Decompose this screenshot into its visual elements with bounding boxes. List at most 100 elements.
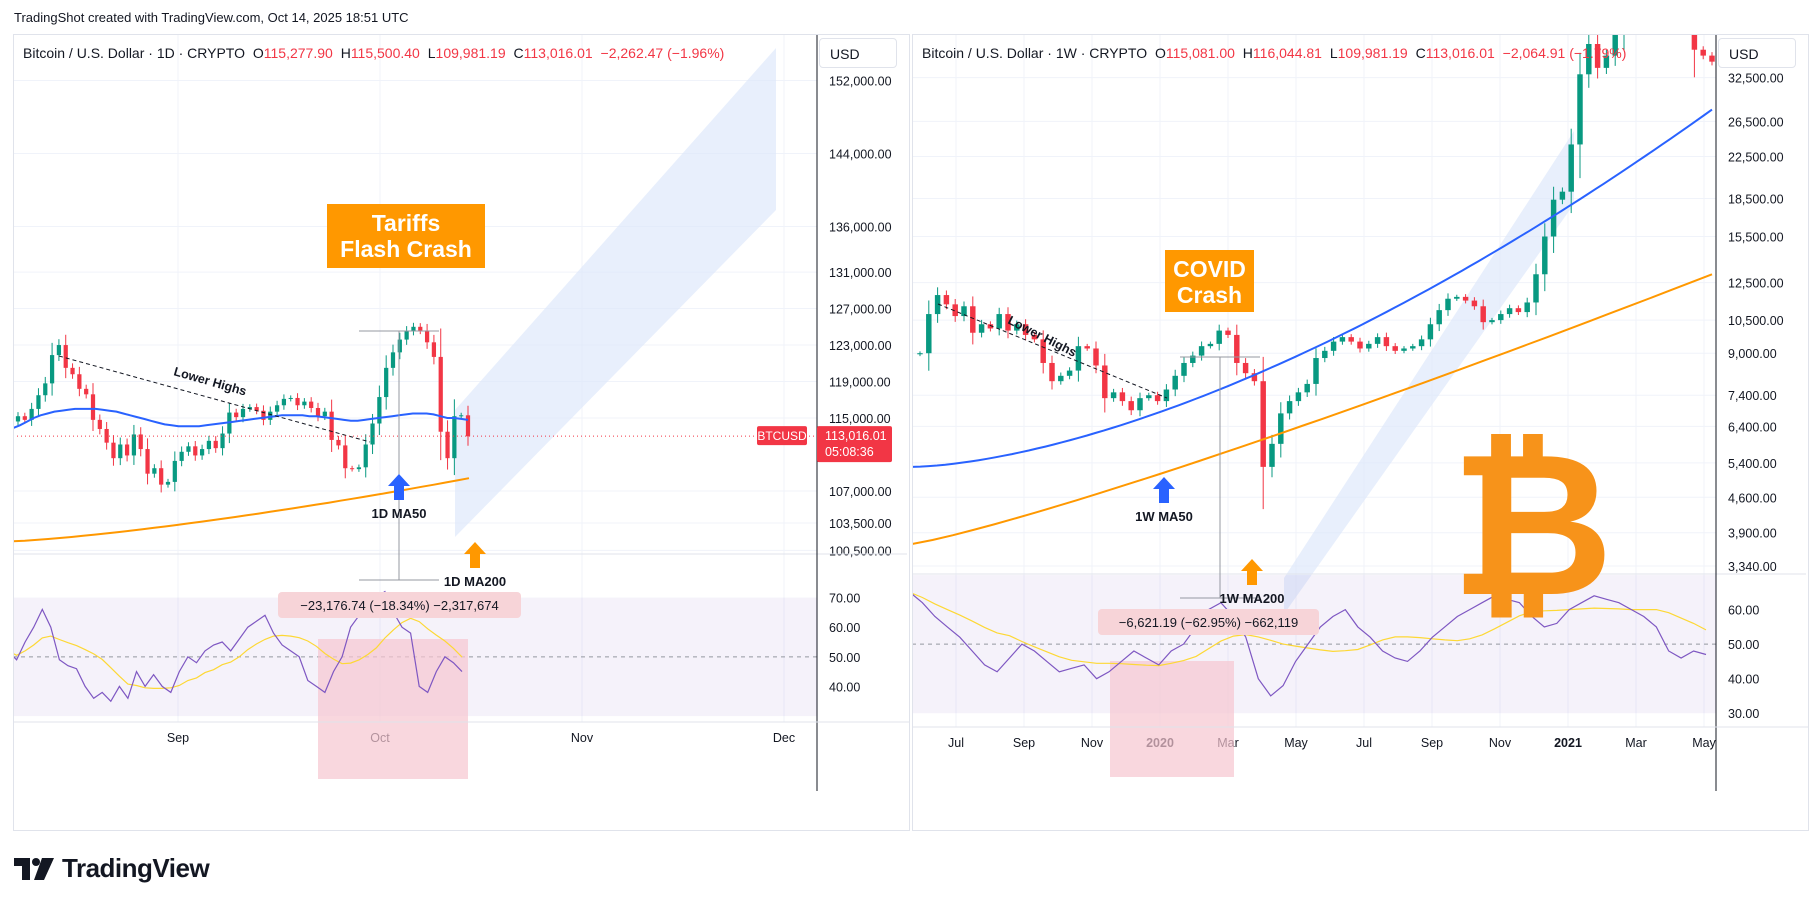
measure-label-box	[278, 592, 521, 618]
candle-body	[97, 419, 102, 429]
candle-body	[1278, 413, 1284, 444]
candle-body	[302, 401, 307, 406]
ma50-line	[12, 407, 469, 430]
candle-body	[438, 356, 443, 432]
measure-label: −6,621.19 (−62.95%) −662,119	[1119, 615, 1298, 630]
candle-body	[56, 345, 62, 356]
ma200-line	[911, 273, 1713, 545]
time-tick-label: 2021	[1554, 736, 1582, 750]
rsi-tick-label: 50.00	[829, 651, 860, 665]
candle-body	[1005, 314, 1011, 331]
rsi-highlight-box	[318, 639, 468, 779]
legend-low: 109,981.19	[435, 45, 506, 61]
candle-body	[1198, 346, 1205, 356]
price-tick-label: 3,900.00	[1728, 527, 1777, 541]
chart-panel-left[interactable]: 152,000.00 144,000.00 136,000.00 131,000.00…	[7, 34, 910, 831]
candle-body	[1418, 339, 1425, 347]
candle-body	[1374, 337, 1381, 344]
candle-body	[295, 397, 300, 406]
chart-svg-left[interactable]: 152,000.00 144,000.00 136,000.00 131,000.00…	[7, 34, 910, 831]
candle-body	[36, 395, 41, 409]
candle-body	[1093, 348, 1099, 366]
candle-body	[970, 306, 976, 333]
time-tick-label: Jul	[948, 736, 964, 750]
time-tick-label: Nov	[1081, 736, 1104, 750]
candle-body	[1022, 324, 1029, 335]
candle-body	[943, 295, 950, 305]
candle-body	[424, 330, 430, 343]
candle-body	[431, 342, 437, 357]
measure-label: −23,176.74 (−18.34%) −2,317,674	[300, 598, 498, 613]
measure-label-box	[1098, 609, 1319, 635]
candle-body	[1410, 346, 1416, 349]
candle-body	[336, 439, 341, 446]
currency-button-right[interactable]: USD	[1718, 38, 1796, 68]
candle-body	[1348, 337, 1354, 342]
last-price-badge	[817, 426, 892, 463]
legend-symbol: Bitcoin / U.S. Dollar · 1D · CRYPTO	[23, 45, 245, 61]
price-tick-label: 32,500.00	[1728, 72, 1784, 86]
candle-body	[1031, 334, 1038, 340]
chart-panel-right[interactable]: 32,500.00 26,500.00 22,500.00 18,500.00 15,5…	[909, 0, 1809, 831]
time-tick-label: Mar	[1625, 736, 1647, 750]
price-tick-label: 4,600.00	[1728, 491, 1777, 505]
legend-open: 115,081.00	[1165, 45, 1235, 61]
legend-high: 116,044.81	[1252, 45, 1322, 61]
candle-body	[63, 345, 68, 368]
candle-body	[1577, 74, 1583, 145]
ma200-label: 1D MA200	[444, 574, 506, 589]
price-tick-label: 152,000.00	[829, 74, 892, 88]
callout-line: Flash Crash	[340, 236, 472, 262]
candle-body	[384, 367, 389, 398]
candle-body	[1137, 398, 1143, 411]
candle-body	[1603, 55, 1610, 68]
candle-body	[43, 383, 48, 396]
rsi-tick-label: 60.00	[829, 621, 860, 635]
price-tick-label: 9,000.00	[1728, 347, 1777, 361]
candle-body	[978, 324, 985, 333]
candle-body	[397, 339, 402, 353]
price-tick-label: 103,500.00	[829, 517, 892, 531]
legend-close-label: C	[1415, 45, 1426, 61]
rsi-line	[909, 591, 1707, 697]
price-tick-label: 7,400.00	[1728, 389, 1777, 403]
legend-open-label: O	[252, 45, 264, 61]
candle-body	[179, 451, 184, 461]
candle-body	[1533, 274, 1539, 303]
candle-body	[1058, 375, 1064, 382]
candle-body	[1515, 308, 1522, 313]
candle-body	[240, 408, 246, 418]
legend-change: −2,064.91 (−1.79%)	[1502, 45, 1627, 61]
lower-highs-trendline	[937, 303, 1168, 399]
candle-body	[356, 467, 362, 470]
tradingview-brand: TradingView	[62, 853, 210, 883]
candle-body	[1234, 334, 1240, 363]
candle-body	[1445, 298, 1451, 311]
callout-box	[1165, 250, 1254, 312]
candle-body	[1295, 392, 1302, 402]
candle-body	[370, 423, 375, 445]
candle-body	[1700, 49, 1706, 56]
callout-box	[327, 204, 485, 268]
candle-body	[1709, 55, 1715, 62]
candle-body	[138, 434, 143, 450]
price-tick-label: 15,500.00	[1728, 231, 1784, 245]
price-tick-label: 5,400.00	[1728, 457, 1777, 471]
rsi-tick-label: 40.00	[829, 680, 860, 694]
price-tick-label: 131,000.00	[829, 266, 892, 280]
legend-high: 115,500.40	[350, 45, 420, 61]
candle-body	[1040, 339, 1046, 363]
candle-body	[1014, 324, 1020, 331]
candle-body	[1207, 343, 1214, 347]
candle-body	[418, 326, 423, 331]
candle-body	[1559, 191, 1566, 200]
chart-svg-right[interactable]: 32,500.00 26,500.00 22,500.00 18,500.00 15,5…	[909, 0, 1809, 831]
candle-body	[1506, 308, 1513, 315]
candle-body	[49, 355, 55, 384]
candle-body	[1146, 395, 1152, 399]
tradingview-logo[interactable]: TradingView	[14, 853, 210, 884]
candle-body	[926, 314, 932, 354]
rsi-ma-line	[7, 617, 463, 689]
symbol-badge-label: BTCUSD	[757, 429, 807, 443]
currency-button-left[interactable]: USD	[819, 38, 897, 68]
